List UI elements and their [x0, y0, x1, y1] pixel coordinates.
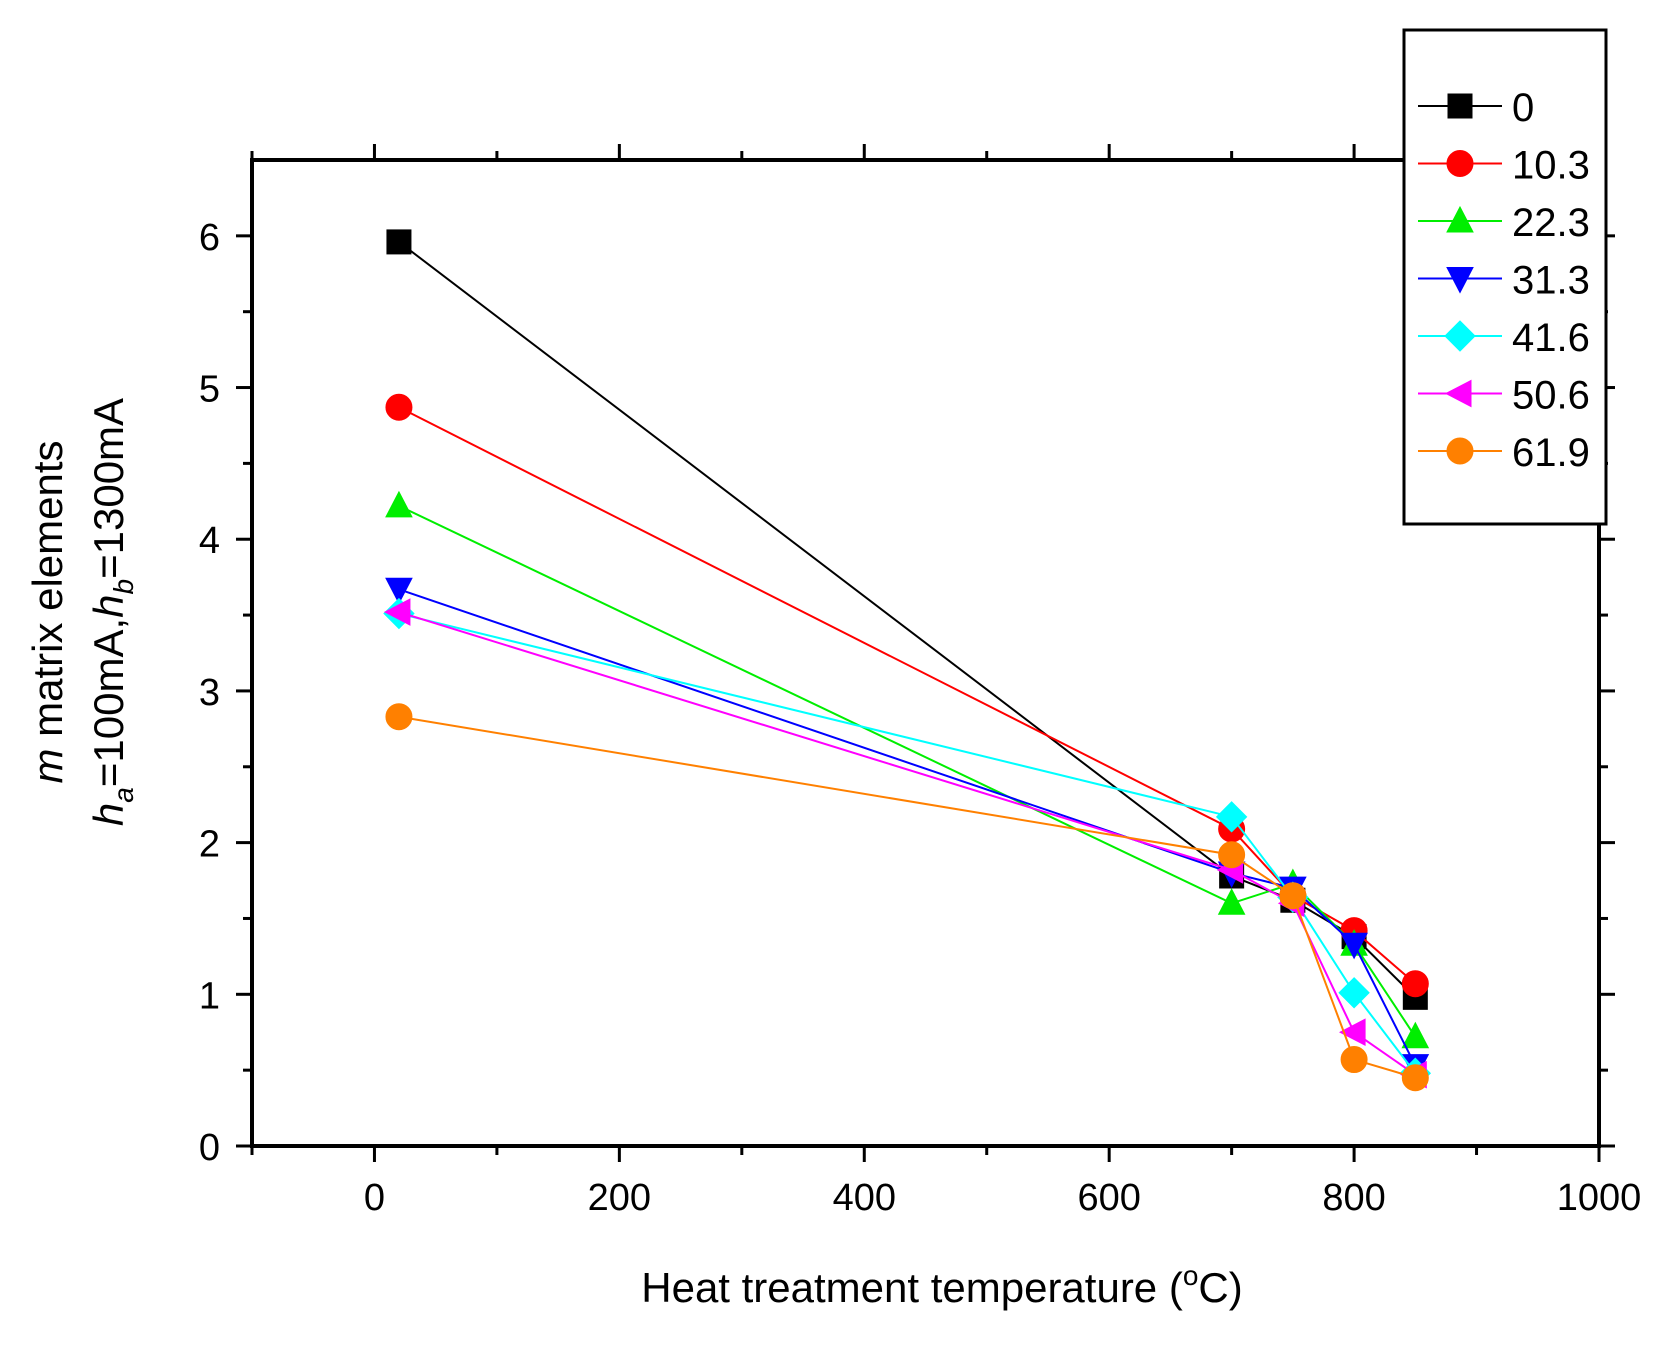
y-tick-label: 3: [199, 672, 220, 714]
x-tick-label: 0: [364, 1177, 385, 1219]
data-point: [1401, 1064, 1429, 1092]
legend-entry: 31.3: [1418, 259, 1590, 303]
legend-marker: [1447, 93, 1473, 119]
y-tick-label: 2: [199, 824, 220, 866]
data-point: [386, 229, 412, 255]
axes: 0 200 400 600 800 1000 0 1 2 3 4 5 6: [199, 144, 1641, 1219]
y-axis-label-line1: m matrix elements: [24, 440, 71, 783]
data-point: [385, 703, 413, 731]
legend-label: 61.9: [1512, 431, 1590, 475]
legend-marker: [1446, 205, 1474, 233]
data-point: [1217, 888, 1246, 915]
legend-entry: 50.6: [1418, 374, 1590, 418]
x-axis-label: Heat treatment temperature (oC): [641, 1260, 1242, 1311]
data-point: [1215, 801, 1248, 833]
y-tick-label: 5: [199, 369, 220, 411]
y-tick-label: 6: [199, 217, 220, 259]
legend-label: 50.6: [1512, 374, 1590, 418]
data-point: [1340, 1046, 1368, 1074]
data-point: [1401, 970, 1429, 998]
legend-label: 22.3: [1512, 201, 1590, 245]
series-layer: [383, 229, 1432, 1092]
y-tick-label: 4: [199, 520, 220, 562]
legend-label: 10.3: [1512, 144, 1590, 188]
data-point: [1339, 1018, 1366, 1047]
x-tick-label: 200: [588, 1177, 651, 1219]
data-point: [385, 393, 413, 421]
x-tick-label: 600: [1077, 1177, 1140, 1219]
y-tick-label: 1: [199, 975, 220, 1017]
plot-frame: [250, 158, 1601, 1148]
legend-entry: 10.3: [1418, 144, 1590, 188]
legend-marker: [1446, 267, 1474, 294]
x-tick-label: 400: [833, 1177, 896, 1219]
data-point: [383, 598, 411, 626]
y-axis-label-line2: ha=100mA,hb=1300mA: [85, 398, 139, 826]
data-point: [1340, 932, 1368, 960]
data-point: [1218, 841, 1246, 869]
legend-marker: [1444, 379, 1472, 408]
legend-label: 0: [1512, 86, 1534, 130]
data-point: [1401, 1021, 1430, 1049]
legend-entry: 61.9: [1418, 431, 1590, 475]
legend: 0 10.3 22.3 31.3 41.6 50.6 61.9: [1402, 28, 1608, 526]
legend-entry: 0: [1418, 86, 1534, 130]
legend-box: [1402, 28, 1608, 526]
x-tick-label: 800: [1322, 1177, 1385, 1219]
legend-entry: 22.3: [1418, 201, 1590, 245]
data-point: [1338, 977, 1370, 1009]
legend-label: 31.3: [1512, 259, 1590, 303]
legend-marker: [1446, 437, 1474, 465]
data-point: [385, 490, 413, 518]
x-tick-label: 1000: [1557, 1177, 1642, 1219]
legend-label: 41.6: [1512, 316, 1590, 360]
series-61-9: [385, 703, 1429, 1092]
data-point: [1279, 882, 1307, 910]
legend-marker: [1444, 320, 1476, 352]
legend-entry: 41.6: [1418, 316, 1590, 360]
data-point: [385, 577, 413, 605]
y-tick-label: 0: [199, 1127, 220, 1169]
legend-marker: [1446, 150, 1474, 177]
